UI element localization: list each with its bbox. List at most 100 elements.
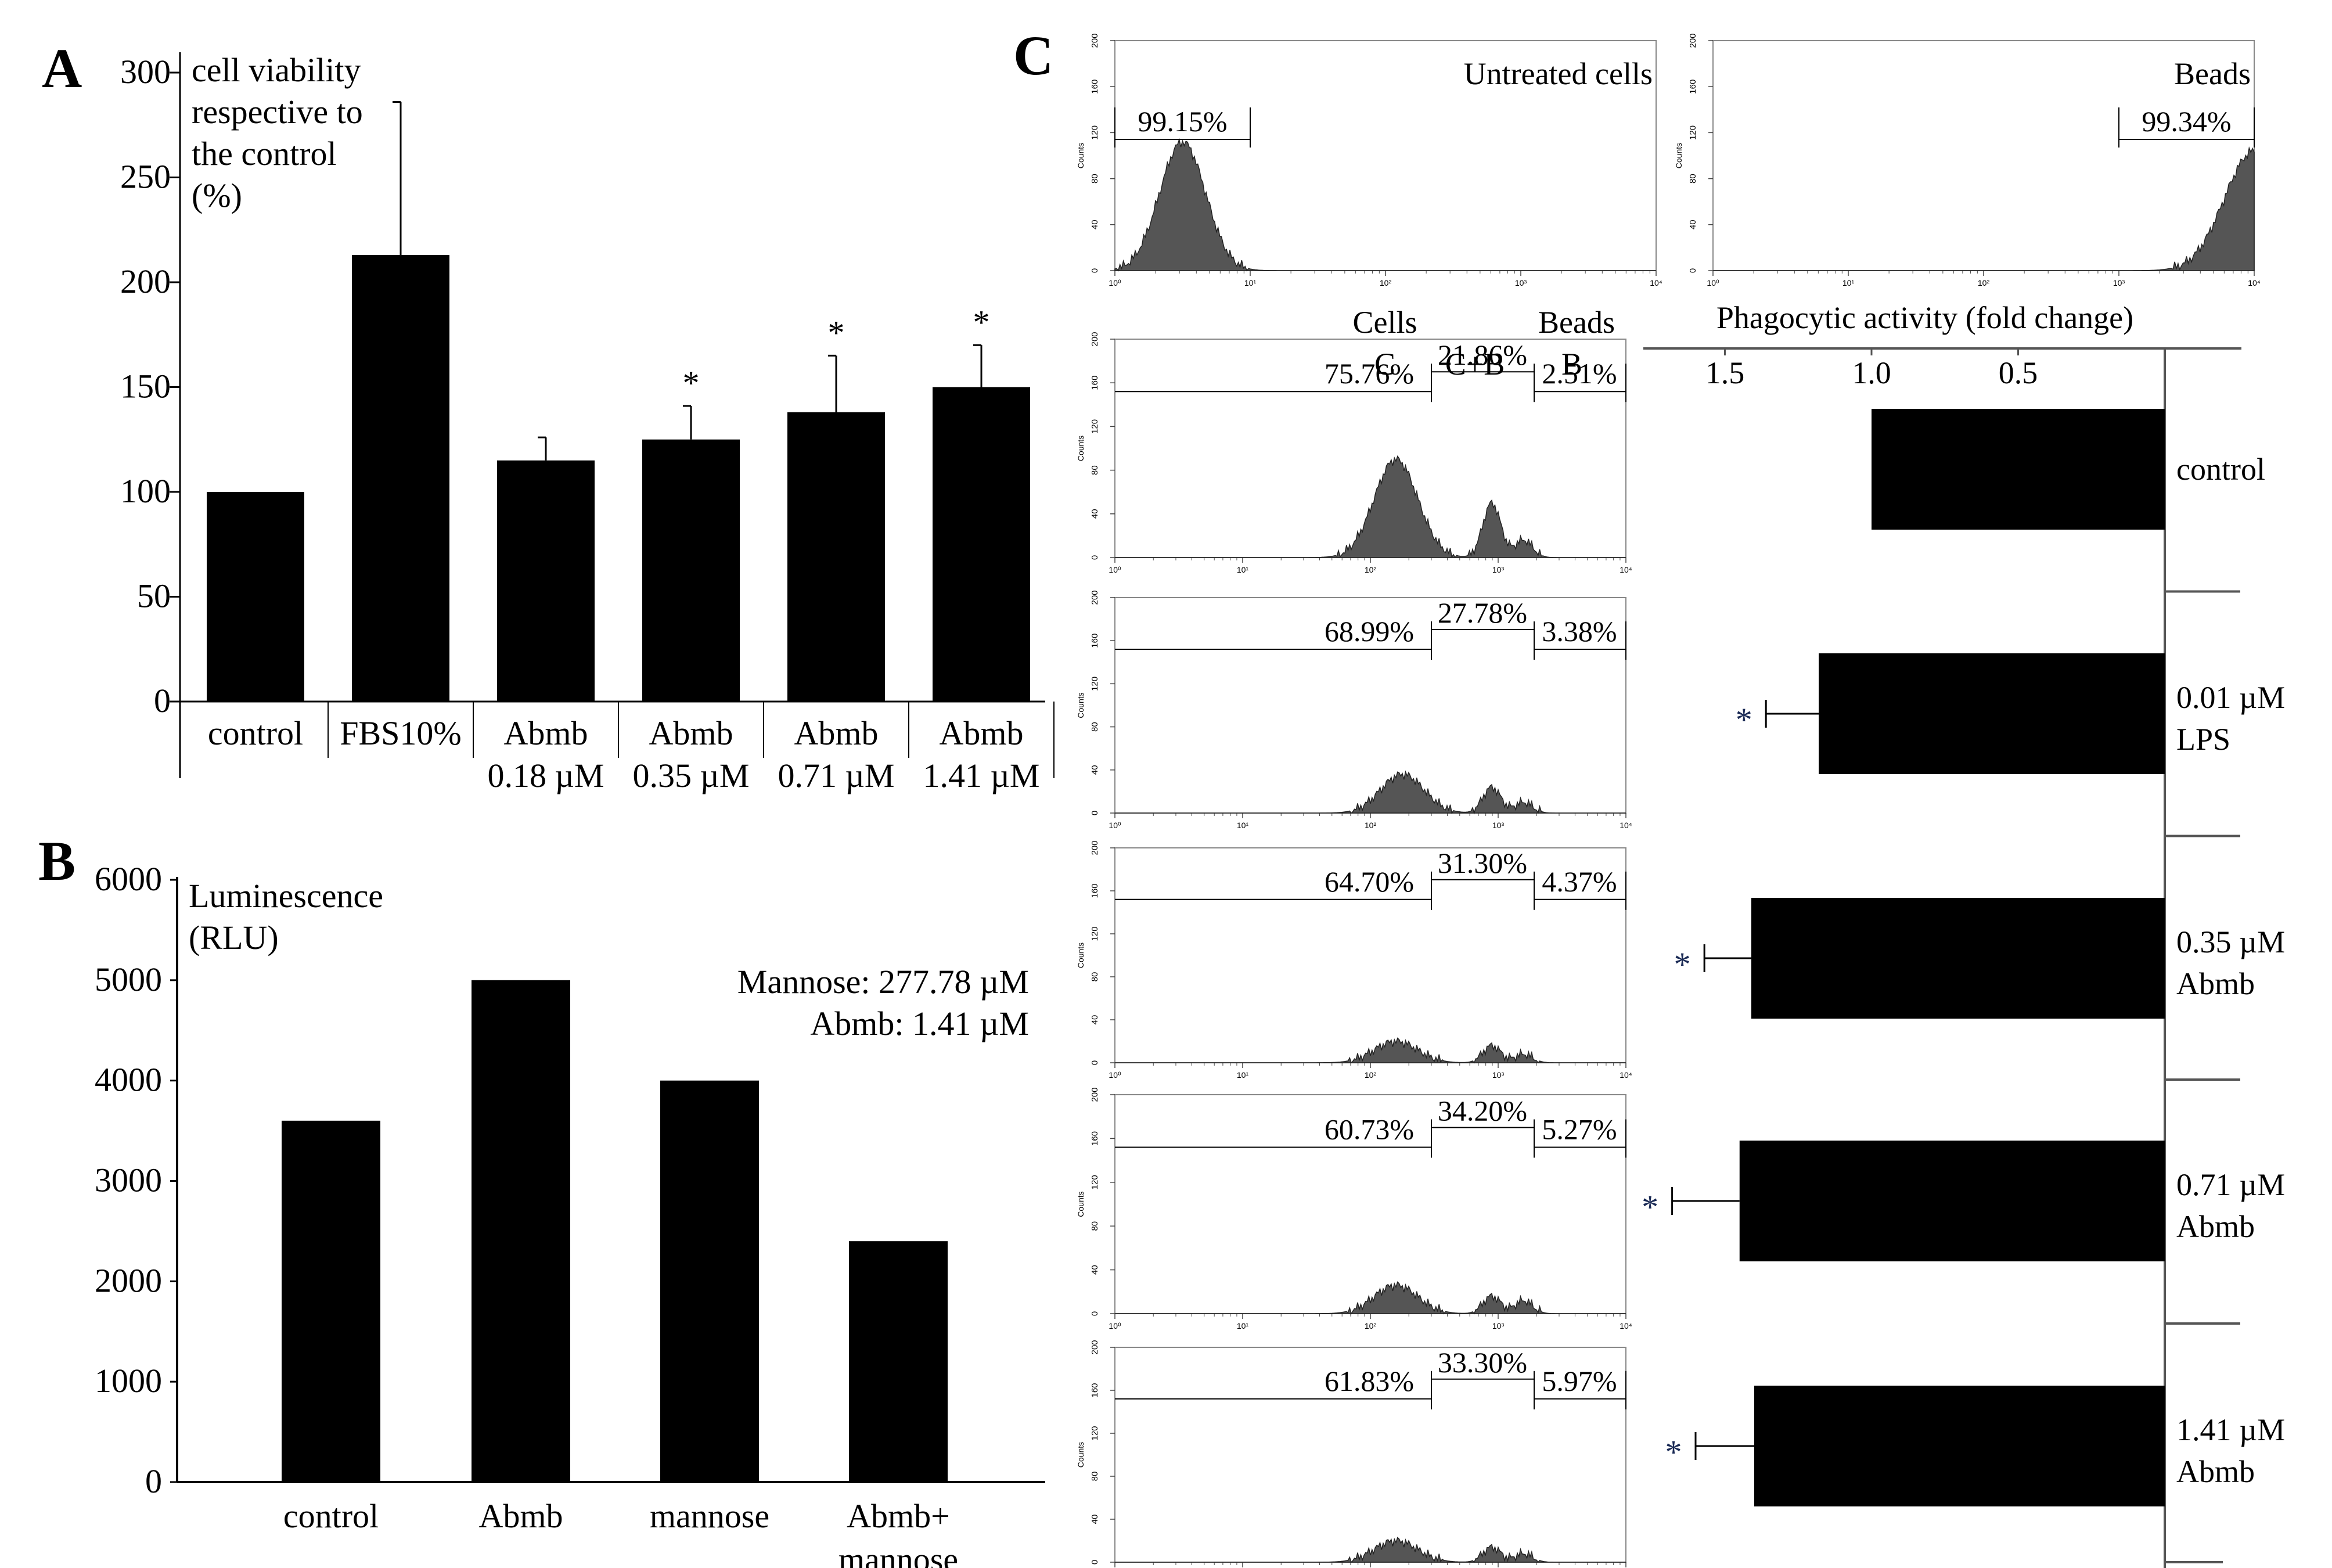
- histogram-xtick-label: 10³: [1515, 278, 1527, 287]
- histogram-ylabel: Counts: [1076, 692, 1085, 718]
- panel-a-ytick-label: 300: [120, 53, 171, 91]
- gate-percentage-b: 3.38%: [1542, 615, 1617, 648]
- gate-percentage-c: 75.76%: [1325, 357, 1414, 390]
- panel-b-ylabel-line: Luminescence: [189, 877, 383, 915]
- histogram-ytick-label: 0: [1090, 555, 1100, 560]
- histogram-ytick-label: 200: [1688, 33, 1698, 48]
- panel-a-bar-chart: 0 50 100 150 200 250 300 cell viability respec…: [120, 51, 1055, 794]
- panel-b-ytick-label: 2000: [95, 1261, 162, 1299]
- panel-c-bar: [1754, 1386, 2165, 1506]
- panel-b-bar: [660, 1080, 759, 1482]
- panel-c-category-label: LPS: [2176, 722, 2230, 757]
- panel-b-ytick-label: 0: [145, 1462, 162, 1500]
- histogram-xtick-label: 10²: [1365, 1321, 1377, 1330]
- histogram-ytick-label: 160: [1090, 1131, 1100, 1146]
- gate-markers: 68.99% 27.78% 3.38%: [1115, 596, 1626, 660]
- histogram-ytick-label: 0: [1090, 1060, 1100, 1065]
- gate-header-b: B: [1561, 347, 1582, 382]
- histogram-ytick-label: 40: [1090, 220, 1100, 229]
- histogram-xtick-label: 10⁰: [1707, 278, 1719, 287]
- panel-a-ytick-label: 200: [120, 262, 171, 300]
- histogram-xtick-label: 10²: [1365, 565, 1377, 574]
- panel-a-category-label: Abmb: [940, 714, 1024, 752]
- gate-percentage-c: 60.73%: [1325, 1113, 1414, 1145]
- panel-a-category-label: 0.35 µM: [633, 757, 750, 794]
- histogram-ylabel: Counts: [1076, 1191, 1085, 1217]
- gate-percentage-b: 2.51%: [1542, 357, 1617, 390]
- panel-b-category-label: Abmb+: [847, 1497, 950, 1535]
- histogram-title: Untreated cells: [1464, 56, 1653, 91]
- panel-a-ytick-label: 150: [120, 368, 171, 405]
- panel-a-ylabel-line: cell viability: [192, 51, 361, 89]
- panel-a-ylabel-line: the control: [192, 135, 337, 172]
- panel-a-ytick-label: 250: [120, 158, 171, 196]
- histogram-ytick-label: 160: [1090, 1383, 1100, 1397]
- panel-c-bar: [1751, 898, 2165, 1019]
- panel-a-bar: [642, 439, 740, 702]
- gate-percentage: 99.15%: [1138, 105, 1227, 138]
- panel-c-xtick-label: 1.5: [1705, 355, 1745, 390]
- gate-percentage-c: 68.99%: [1325, 615, 1414, 648]
- panel-c-significance-star: *: [1674, 945, 1691, 983]
- panel-c-xtick-label: 1.0: [1852, 355, 1891, 390]
- panel-c-phagocytic-chart: Phagocytic activity (fold change) 1.5 1.0…: [1642, 300, 2285, 1568]
- panel-b-ytick-label: 3000: [95, 1161, 162, 1199]
- panel-c-category-label: Abmb: [2176, 1209, 2255, 1244]
- histogram-ytick-label: 200: [1090, 33, 1100, 48]
- histogram-ytick-label: 120: [1090, 1426, 1100, 1440]
- gate-header-cb: C+B: [1445, 347, 1505, 382]
- panel-a-category-label: Abmb: [649, 714, 733, 752]
- histogram-ytick-label: 80: [1090, 1221, 1100, 1231]
- panel-a-ytick-label: 0: [154, 682, 171, 720]
- gate-percentage-cb: 21.86%: [1438, 339, 1527, 371]
- panel-b-category-label: control: [283, 1497, 379, 1535]
- panel-a-ytick-label: 50: [137, 577, 171, 615]
- panel-c-significance-star: *: [1642, 1188, 1658, 1226]
- panel-c-category-label: control: [2176, 452, 2265, 487]
- histogram-title: Beads: [2174, 56, 2251, 91]
- histogram-ytick-label: 160: [1090, 634, 1100, 648]
- gate-percentage-b: 5.97%: [1542, 1365, 1617, 1397]
- histogram-ytick-label: 40: [1688, 220, 1698, 229]
- histogram-xtick-label: 10²: [1380, 278, 1392, 287]
- panel-c-bar: [1739, 1141, 2165, 1261]
- histogram-peak: [1114, 138, 1656, 272]
- top-histogram: 0 40 80 120 160 200 Counts 10⁰ 10¹ 10² 10³ 10⁴: [1076, 33, 1662, 287]
- panel-b-bar: [282, 1120, 380, 1482]
- histogram-ytick-label: 80: [1688, 174, 1698, 184]
- histogram-xtick-label: 10³: [1492, 821, 1505, 830]
- panel-a-category-label: Abmb: [794, 714, 879, 752]
- top-histogram: 0 40 80 120 160 200 Counts 10⁰ 10¹ 10² 10³ 10⁴: [1674, 33, 2261, 287]
- histogram-peak: [1115, 1037, 1626, 1064]
- histogram-xtick-label: 10¹: [1237, 821, 1249, 830]
- gate-percentage-b: 4.37%: [1542, 865, 1617, 898]
- histogram-peak: [1115, 1537, 1626, 1563]
- histogram-ytick-label: 120: [1090, 419, 1100, 434]
- gate-percentage-cb: 27.78%: [1438, 596, 1527, 629]
- panel-b-ytick-label: 5000: [95, 961, 162, 998]
- panel-c-category-label: 0.35 µM: [2176, 925, 2285, 959]
- histogram-ytick-label: 80: [1090, 465, 1100, 475]
- histogram-xtick-label: 10²: [1365, 821, 1377, 830]
- panel-a-category-label: Abmb: [504, 714, 588, 752]
- panel-b-ytick-label: 1000: [95, 1362, 162, 1400]
- panel-c-category-label: 0.71 µM: [2176, 1167, 2285, 1202]
- histogram-xtick-label: 10³: [1492, 1070, 1505, 1080]
- histogram-xtick-label: 10²: [1978, 278, 1990, 287]
- panel-b-category-label: mannose: [650, 1497, 769, 1535]
- panel-a-bar: [497, 460, 595, 702]
- histogram-xtick-label: 10¹: [1237, 1321, 1249, 1330]
- panel-b-bar-chart: 0 1000 2000 3000 4000 5000 6000 Luminescence (…: [95, 860, 1045, 1568]
- histogram-ylabel: Counts: [1076, 143, 1085, 168]
- histogram-ytick-label: 160: [1688, 80, 1698, 94]
- histogram-xtick-label: 10⁰: [1109, 821, 1121, 830]
- histogram-ytick-label: 160: [1090, 80, 1100, 94]
- gate-percentage-c: 64.70%: [1325, 865, 1414, 898]
- gate-header-beads: Beads: [1538, 305, 1615, 340]
